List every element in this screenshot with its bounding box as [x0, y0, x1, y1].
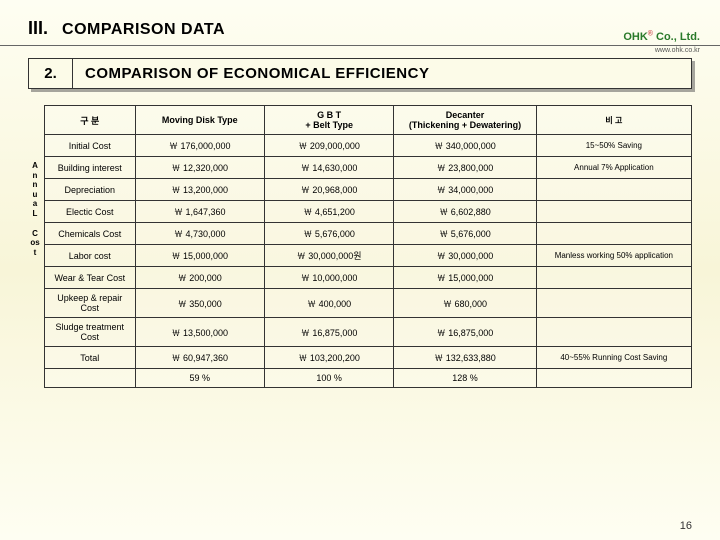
table-cell: 59 % — [135, 369, 264, 388]
subheader: 2. COMPARISON OF ECONOMICAL EFFICIENCY — [28, 58, 692, 89]
table-row: Total￦ 60,947,360￦ 103,200,200￦ 132,633,… — [45, 347, 692, 369]
table-cell: ￦ 5,676,000 — [394, 223, 536, 245]
logo-brand-suffix: Co., Ltd. — [656, 31, 700, 43]
table-cell: ￦ 30,000,000원 — [264, 245, 393, 267]
table-cell: ￦ 200,000 — [135, 267, 264, 289]
table-cell: ￦ 30,000,000 — [394, 245, 536, 267]
table-cell: ￦ 15,000,000 — [394, 267, 536, 289]
header-title: COMPARISON DATA — [62, 21, 225, 39]
table-cell: ￦ 34,000,000 — [394, 179, 536, 201]
logo-reg: ® — [648, 30, 653, 37]
table-cell: Manless working 50% application — [536, 245, 691, 267]
col-moving-disk: Moving Disk Type — [135, 106, 264, 135]
side-label-bot: Cost — [28, 229, 42, 258]
table-cell: Sludge treatment Cost — [45, 318, 136, 347]
table-cell: ￦ 209,000,000 — [264, 135, 393, 157]
side-label-column: AnnuaL Cost — [28, 161, 42, 257]
table-row: Initial Cost￦ 176,000,000￦ 209,000,000￦ … — [45, 135, 692, 157]
table-row: Labor cost￦ 15,000,000￦ 30,000,000원￦ 30,… — [45, 245, 692, 267]
subheader-num: 2. — [29, 59, 73, 88]
col-remark: 비 고 — [536, 106, 691, 135]
table-cell: ￦ 4,651,200 — [264, 201, 393, 223]
table-cell — [536, 201, 691, 223]
subheader-text: COMPARISON OF ECONOMICAL EFFICIENCY — [73, 59, 441, 88]
col-gbt: G B T+ Belt Type — [264, 106, 393, 135]
logo-brand: OHK® Co., Ltd. — [623, 31, 700, 43]
table-cell: ￦ 103,200,200 — [264, 347, 393, 369]
table-cell — [536, 369, 691, 388]
table-body: Initial Cost￦ 176,000,000￦ 209,000,000￦ … — [45, 135, 692, 388]
table-row: Building interest￦ 12,320,000￦ 14,630,00… — [45, 157, 692, 179]
table-cell: Annual 7% Application — [536, 157, 691, 179]
table-cell: ￦ 16,875,000 — [394, 318, 536, 347]
table-cell: 15~50% Saving — [536, 135, 691, 157]
table-cell: Total — [45, 347, 136, 369]
table-cell — [45, 369, 136, 388]
table-cell: ￦ 340,000,000 — [394, 135, 536, 157]
table-cell: Initial Cost — [45, 135, 136, 157]
logo-brand-main: OHK — [623, 31, 647, 43]
page-number: 16 — [680, 520, 692, 532]
side-label-top: AnnuaL — [28, 161, 42, 219]
col-decanter: Decanter(Thickening + Dewatering) — [394, 106, 536, 135]
table-cell: Wear & Tear Cost — [45, 267, 136, 289]
table-row: 59 %100 %128 % — [45, 369, 692, 388]
table-cell: ￦ 350,000 — [135, 289, 264, 318]
table-cell: ￦ 132,633,880 — [394, 347, 536, 369]
col-category: 구 분 — [45, 106, 136, 135]
table-cell — [536, 179, 691, 201]
company-logo: OHK® Co., Ltd. www.ohk.co.kr — [623, 30, 700, 55]
table-cell — [536, 223, 691, 245]
table-cell: Depreciation — [45, 179, 136, 201]
table-row: Upkeep & repair Cost￦ 350,000￦ 400,000￦ … — [45, 289, 692, 318]
table-cell: ￦ 5,676,000 — [264, 223, 393, 245]
table-cell: ￦ 20,968,000 — [264, 179, 393, 201]
table-cell: ￦ 176,000,000 — [135, 135, 264, 157]
table-cell: 40~55% Running Cost Saving — [536, 347, 691, 369]
table-row: Electic Cost￦ 1,647,360￦ 4,651,200￦ 6,60… — [45, 201, 692, 223]
table-cell: ￦ 680,000 — [394, 289, 536, 318]
table-cell: ￦ 13,500,000 — [135, 318, 264, 347]
table-row: Wear & Tear Cost￦ 200,000￦ 10,000,000￦ 1… — [45, 267, 692, 289]
logo-url: www.ohk.co.kr — [655, 47, 700, 54]
table-cell: ￦ 13,200,000 — [135, 179, 264, 201]
table-cell: ￦ 15,000,000 — [135, 245, 264, 267]
table-header-row: 구 분 Moving Disk Type G B T+ Belt Type De… — [45, 106, 692, 135]
table-cell — [536, 289, 691, 318]
table-cell: Building interest — [45, 157, 136, 179]
table-cell — [536, 267, 691, 289]
page-header: III. COMPARISON DATA — [0, 0, 720, 46]
table-cell: 100 % — [264, 369, 393, 388]
table-cell: ￦ 4,730,000 — [135, 223, 264, 245]
table-cell — [536, 318, 691, 347]
table-row: Sludge treatment Cost￦ 13,500,000￦ 16,87… — [45, 318, 692, 347]
table-cell: ￦ 14,630,000 — [264, 157, 393, 179]
table-cell: ￦ 400,000 — [264, 289, 393, 318]
header-roman: III. — [28, 18, 48, 39]
comparison-table: 구 분 Moving Disk Type G B T+ Belt Type De… — [44, 105, 692, 388]
table-cell: 128 % — [394, 369, 536, 388]
table-cell: Upkeep & repair Cost — [45, 289, 136, 318]
table-cell: ￦ 60,947,360 — [135, 347, 264, 369]
table-cell: Chemicals Cost — [45, 223, 136, 245]
table-cell: Electic Cost — [45, 201, 136, 223]
table-row: Chemicals Cost￦ 4,730,000￦ 5,676,000￦ 5,… — [45, 223, 692, 245]
table-container: AnnuaL Cost 구 분 Moving Disk Type G B T+ … — [44, 105, 692, 388]
table-row: Depreciation￦ 13,200,000￦ 20,968,000￦ 34… — [45, 179, 692, 201]
table-cell: Labor cost — [45, 245, 136, 267]
table-cell: ￦ 6,602,880 — [394, 201, 536, 223]
table-cell: ￦ 16,875,000 — [264, 318, 393, 347]
table-cell: ￦ 10,000,000 — [264, 267, 393, 289]
table-cell: ￦ 23,800,000 — [394, 157, 536, 179]
table-cell: ￦ 12,320,000 — [135, 157, 264, 179]
table-cell: ￦ 1,647,360 — [135, 201, 264, 223]
